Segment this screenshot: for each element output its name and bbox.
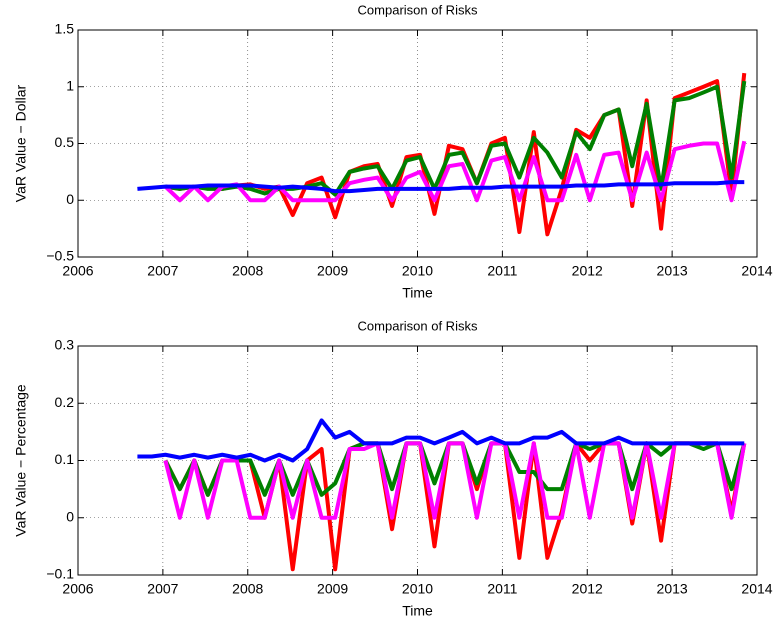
y-tick-label: 0.2 [55,394,75,410]
x-tick-label: 2009 [317,263,348,279]
series-line [163,441,747,520]
y-tick-label: 0 [66,191,74,207]
x-tick-label: 2009 [317,581,348,597]
x-axis-label: Time [402,603,433,619]
chart-title: Comparison of Risks [358,318,478,333]
y-axis-label: VaR Value − Dollar [13,84,29,202]
y-axis-label: VaR Value − Percentage [13,384,29,537]
x-tick-label: 2012 [572,581,603,597]
axes-frame [77,345,758,576]
series-line [137,180,745,194]
x-tick-label: 2007 [147,263,178,279]
x-tick-label: 2011 [487,263,517,279]
series-line [165,80,747,197]
y-tick-label: −0.1 [46,566,74,582]
x-tick-label: 2012 [572,263,603,279]
chart-title: Comparison of Risks [358,2,478,17]
y-tick-label: −0.5 [46,248,74,264]
plot-area [78,30,757,257]
x-tick-label: 2006 [62,581,93,597]
y-tick-label: 1.5 [55,21,75,37]
x-tick-label: 2010 [402,581,433,597]
x-tick-label: 2010 [402,263,433,279]
x-tick-label: 2014 [741,263,772,279]
x-tick-label: 2006 [62,263,93,279]
x-tick-label: 2007 [147,581,178,597]
y-tick-label: 0.1 [55,451,75,467]
y-tick-label: 0 [66,508,74,524]
x-tick-label: 2008 [232,263,263,279]
x-tick-label: 2013 [657,581,688,597]
series-line [137,418,745,463]
x-tick-label: 2011 [487,581,517,597]
series-line [164,140,747,203]
axes-frame [77,29,758,258]
x-tick-label: 2013 [657,263,688,279]
y-tick-label: 0.5 [55,134,75,150]
x-axis-label: Time [402,285,433,301]
y-tick-label: 0.3 [55,337,75,353]
plot-area [78,346,757,575]
y-tick-label: 1 [66,77,74,93]
x-tick-label: 2014 [741,581,772,597]
x-tick-label: 2008 [232,581,263,597]
